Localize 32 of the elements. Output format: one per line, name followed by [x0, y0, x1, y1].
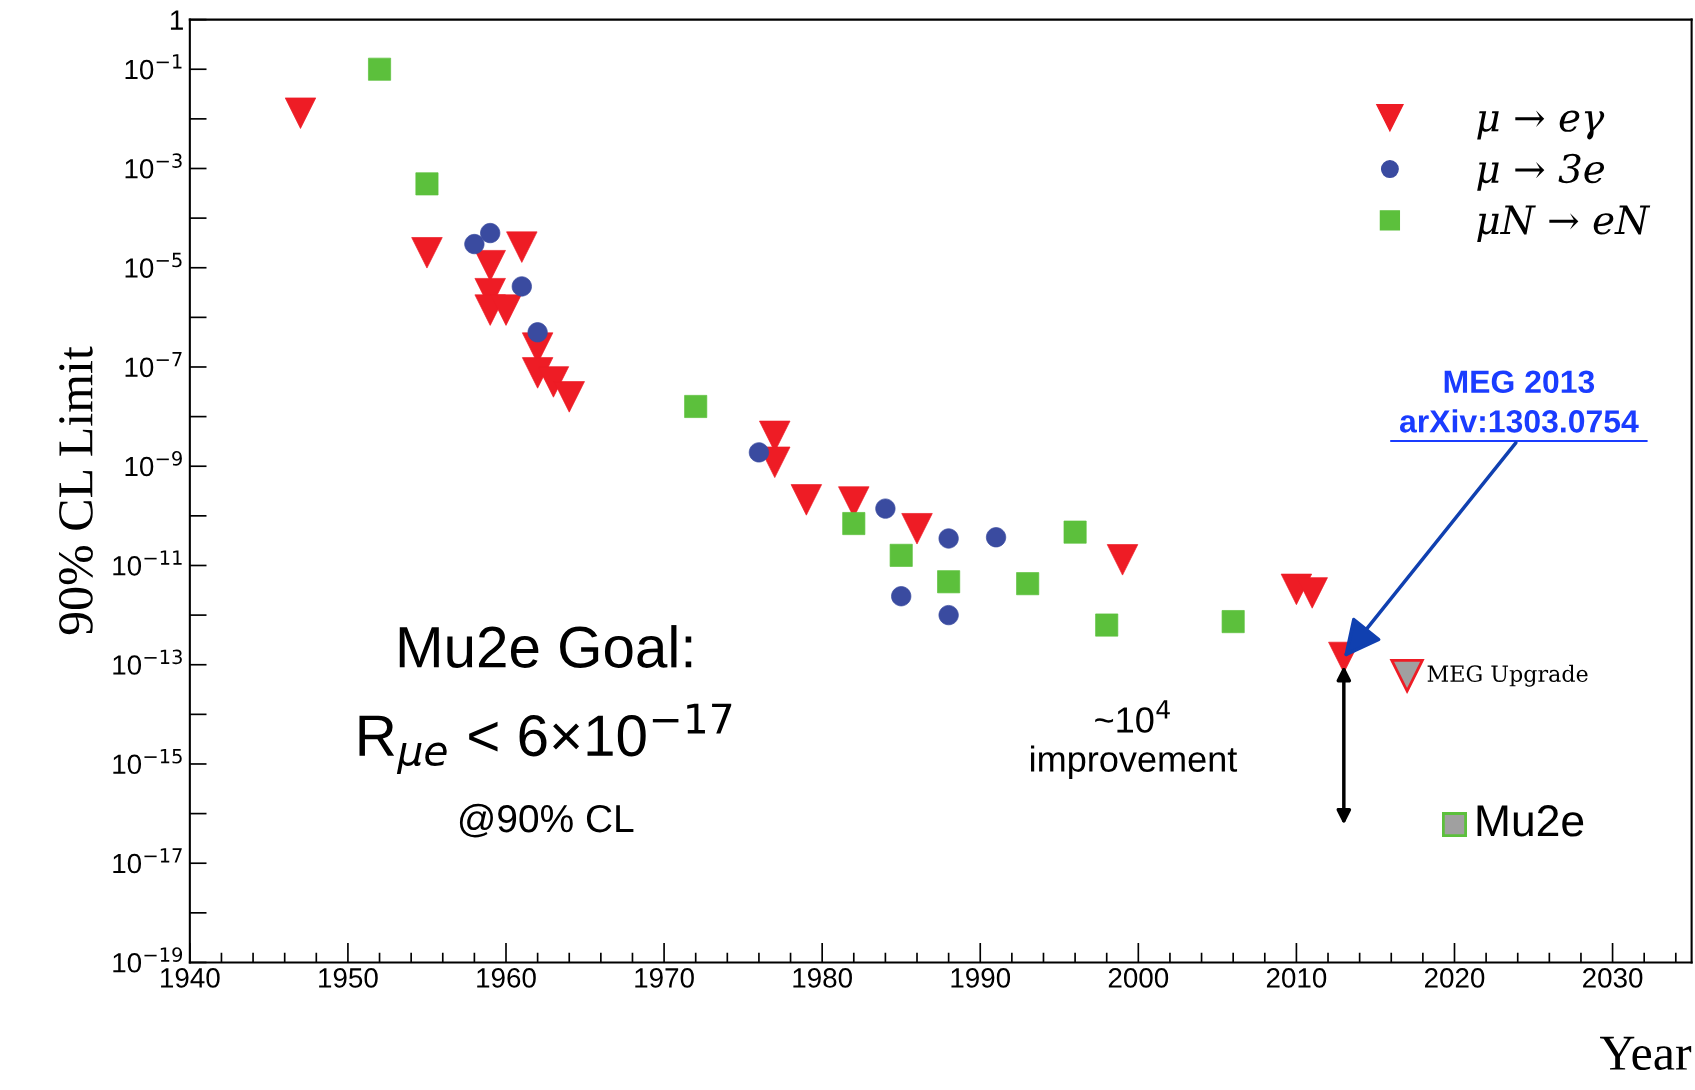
legend-label: μN → eN	[1477, 205, 1651, 242]
x-tick-label: 1990	[951, 968, 1011, 988]
annotation: arXiv:1303.0754	[1399, 409, 1639, 433]
y-tick-label: 10$^{−5}$	[125, 252, 182, 278]
annotation: R$_{μe}$ < 6×10$^{−17}$	[359, 703, 732, 774]
y-tick-label: 10$^{−15}$	[113, 749, 182, 775]
x-tick-label: 2000	[1108, 968, 1169, 988]
y-tick-label: 10$^{−3}$	[125, 153, 182, 179]
series-label: Mu2e	[1477, 805, 1584, 837]
annotation: @90% CL	[459, 803, 634, 838]
x-tick-label: 2010	[1266, 968, 1327, 988]
x-tick-label: 2020	[1424, 968, 1485, 988]
annotation: MEG 2013	[1444, 370, 1595, 394]
x-axis-title: Year	[1600, 1036, 1692, 1071]
y-axis-title: 90% CL Limit	[59, 346, 93, 635]
y-tick-label: 10$^{−9}$	[125, 451, 182, 477]
annotation: Mu2e Goal:	[399, 625, 692, 668]
y-tick-label: 10$^{−7}$	[125, 352, 182, 378]
series-label: MEG Upgrade	[1427, 664, 1588, 687]
x-tick-label: 1960	[477, 968, 536, 988]
legend-label: μ → 3e	[1477, 153, 1605, 191]
x-tick-label: 2030	[1583, 968, 1643, 988]
y-tick-label: 10$^{−13}$	[113, 649, 182, 675]
y-tick-label: 10$^{−11}$	[113, 550, 182, 576]
x-tick-label: 1980	[793, 968, 852, 988]
annotation: ~10$^{4}$ improvement	[1031, 700, 1238, 780]
y-tick-label: 10$^{−17}$	[113, 848, 182, 874]
y-tick-label: 10$^{−1}$	[125, 54, 182, 80]
y-tick-label: 1	[170, 10, 183, 30]
legend-label: μ → eγ	[1477, 110, 1605, 140]
x-tick-label: 1970	[635, 968, 694, 988]
x-tick-label: 1950	[319, 968, 378, 988]
